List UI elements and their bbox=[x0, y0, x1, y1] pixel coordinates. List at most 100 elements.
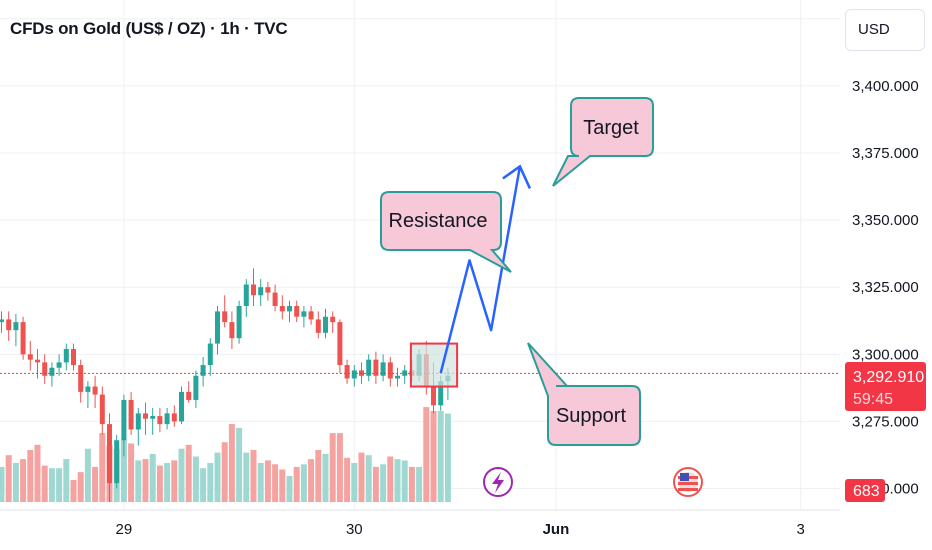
projection-arrow[interactable] bbox=[439, 166, 522, 374]
callout-shape bbox=[527, 342, 641, 446]
price-tick-label: 3,350.000 bbox=[852, 212, 919, 229]
target-callout[interactable]: Target bbox=[552, 97, 654, 187]
volume-bar bbox=[279, 469, 286, 502]
volume-bar bbox=[401, 460, 408, 502]
candle bbox=[330, 311, 336, 333]
candle bbox=[344, 359, 350, 384]
currency-button[interactable]: USD bbox=[845, 9, 925, 51]
price-tick-label: 3,325.000 bbox=[852, 279, 919, 296]
candle bbox=[99, 386, 105, 435]
time-tick-label: 3 bbox=[797, 521, 805, 538]
candle bbox=[193, 370, 199, 408]
candle bbox=[294, 300, 300, 323]
candle-body bbox=[6, 319, 12, 331]
volume-bar bbox=[20, 459, 27, 502]
callout-shape bbox=[552, 97, 654, 187]
candle-body bbox=[387, 362, 393, 379]
candle bbox=[207, 338, 213, 376]
candle bbox=[315, 311, 321, 339]
candle-body bbox=[438, 381, 444, 406]
resistance-callout[interactable]: Resistance bbox=[380, 191, 512, 273]
candle bbox=[85, 381, 91, 408]
volume-bar bbox=[336, 433, 343, 502]
candle bbox=[13, 314, 19, 347]
candle-body bbox=[207, 343, 213, 366]
time-axis[interactable]: 29 30 Jun 3 bbox=[116, 521, 805, 538]
lightning-event-icon[interactable] bbox=[483, 467, 513, 497]
candle bbox=[200, 357, 206, 387]
candle-body bbox=[35, 359, 40, 363]
candle bbox=[222, 295, 228, 328]
volume-bar bbox=[344, 457, 351, 502]
support-callout[interactable]: Support bbox=[527, 342, 641, 446]
candle bbox=[107, 413, 112, 502]
volume-bar bbox=[236, 427, 243, 502]
candle-body bbox=[351, 370, 357, 379]
candle bbox=[128, 391, 134, 435]
volume-bar bbox=[63, 459, 70, 502]
candle bbox=[42, 354, 48, 384]
candle-body bbox=[63, 348, 69, 363]
candle bbox=[179, 386, 184, 425]
candle bbox=[63, 343, 69, 371]
support-resistance-box[interactable] bbox=[409, 342, 459, 388]
candle-body bbox=[236, 306, 242, 339]
candle bbox=[56, 354, 62, 376]
candle-body bbox=[200, 365, 206, 376]
volume-bar bbox=[142, 459, 149, 502]
time-tick-label: 29 bbox=[116, 521, 133, 538]
candle bbox=[373, 351, 379, 384]
candle bbox=[287, 300, 292, 323]
target-label: Target bbox=[583, 117, 639, 139]
volume-bar bbox=[207, 463, 214, 502]
volume-bar bbox=[365, 455, 372, 502]
volume-bar bbox=[192, 456, 199, 502]
candle-body bbox=[229, 322, 235, 339]
candle bbox=[171, 405, 177, 427]
volume-bar bbox=[387, 456, 394, 502]
price-tick-label: 3,400.000 bbox=[852, 78, 919, 95]
candle-body bbox=[251, 284, 256, 296]
volume-bar bbox=[120, 439, 127, 502]
candle-body bbox=[13, 322, 19, 331]
time-tick-label: 30 bbox=[346, 521, 363, 538]
candle bbox=[135, 408, 141, 446]
last-price-value: 3,292.910 bbox=[853, 369, 924, 386]
candle bbox=[6, 311, 12, 341]
candle-body bbox=[121, 399, 127, 441]
candle-body bbox=[308, 311, 314, 320]
volume-bar bbox=[34, 444, 41, 502]
volume-bar bbox=[156, 465, 163, 502]
volume-bar bbox=[272, 464, 279, 502]
price-axis[interactable]: 3,250.0003,275.0003,300.0003,325.0003,35… bbox=[852, 11, 919, 498]
candle-body bbox=[222, 311, 228, 323]
us-flag-event-icon[interactable] bbox=[673, 467, 703, 497]
volume-bar bbox=[444, 413, 451, 502]
candle-body bbox=[287, 306, 292, 312]
volume-bar bbox=[171, 460, 178, 502]
candle bbox=[164, 408, 170, 430]
candle bbox=[186, 381, 192, 403]
volume-bar bbox=[394, 459, 401, 502]
volume-bar bbox=[408, 466, 415, 502]
candle bbox=[27, 340, 33, 371]
volume-bar bbox=[308, 459, 315, 502]
volume-value: 683 bbox=[853, 483, 880, 500]
volume-bar bbox=[149, 453, 156, 502]
candle bbox=[251, 268, 256, 306]
candle bbox=[71, 343, 76, 371]
candle-body bbox=[42, 362, 48, 376]
volume-tag: 683 bbox=[845, 479, 885, 502]
candle-body bbox=[85, 386, 91, 392]
volume-bar bbox=[293, 466, 300, 502]
annotations[interactable]: Resistance Target Support bbox=[380, 97, 654, 446]
volume-bar bbox=[437, 411, 444, 502]
volume-bar bbox=[214, 452, 221, 502]
candle bbox=[366, 354, 372, 382]
candle bbox=[387, 357, 393, 387]
candle-body bbox=[431, 386, 436, 406]
volume-bar bbox=[358, 452, 365, 502]
callout-shape bbox=[380, 191, 512, 273]
candle-body bbox=[56, 362, 62, 368]
